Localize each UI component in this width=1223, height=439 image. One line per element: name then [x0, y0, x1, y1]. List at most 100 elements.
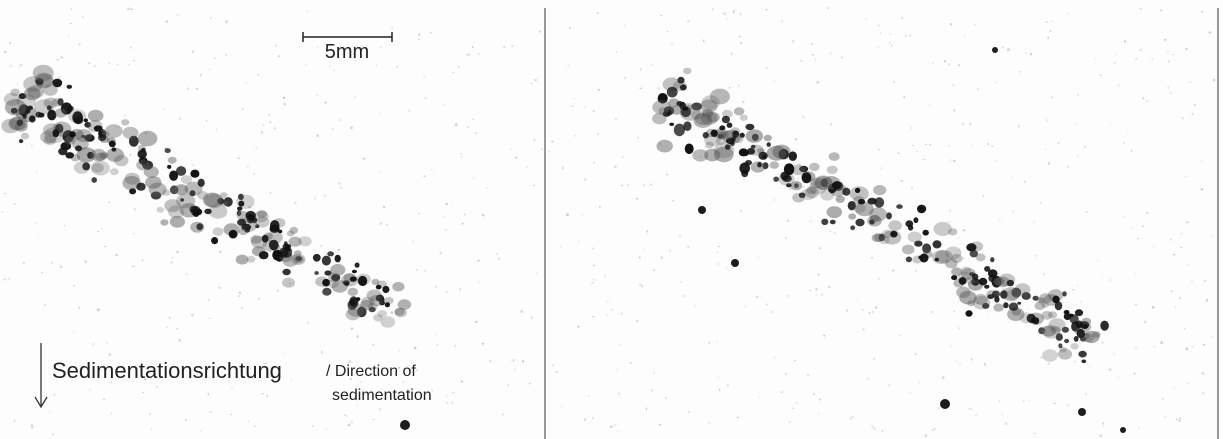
grain	[751, 145, 756, 149]
speckle	[594, 162, 595, 164]
speckle	[683, 295, 685, 296]
speckle	[1068, 12, 1070, 14]
speckle	[561, 406, 563, 408]
speckle	[231, 387, 232, 389]
speckle	[950, 23, 952, 25]
speckle	[716, 252, 718, 253]
speckle	[607, 301, 609, 302]
speckle	[261, 131, 263, 134]
speckle	[106, 342, 108, 344]
speckle	[938, 407, 941, 409]
grain-halo	[52, 98, 63, 107]
speckle	[1103, 425, 1104, 427]
caption-translation: sedimentation	[332, 387, 432, 404]
speckle	[917, 151, 919, 152]
grain	[711, 130, 718, 137]
grain	[767, 142, 771, 147]
speckle	[1131, 150, 1132, 153]
speckle	[103, 399, 105, 400]
speckle	[73, 331, 75, 333]
grain	[703, 132, 709, 138]
speckle	[467, 127, 470, 128]
speckle	[671, 44, 673, 46]
speckle	[52, 433, 54, 435]
grain	[193, 211, 199, 217]
grain	[782, 175, 792, 182]
grain	[74, 116, 83, 124]
speckle	[869, 312, 871, 315]
speckle	[818, 399, 821, 401]
speckle	[4, 51, 7, 53]
grain-halo	[257, 210, 267, 218]
grain-halo	[164, 199, 181, 212]
speckle	[511, 45, 513, 47]
grain	[890, 231, 897, 238]
grain-halo	[683, 68, 692, 75]
speckle	[333, 69, 335, 71]
grain-halo	[853, 204, 865, 213]
grain-halo	[330, 264, 345, 276]
speckle	[615, 118, 618, 121]
speckle	[1110, 124, 1111, 125]
grain	[322, 288, 331, 296]
grain	[1058, 343, 1062, 348]
speckle	[789, 421, 791, 423]
speckle	[1170, 239, 1172, 241]
speckle	[801, 60, 803, 62]
speckle	[743, 179, 744, 180]
speckle	[533, 139, 535, 142]
grain	[277, 251, 283, 256]
speckle	[787, 220, 789, 222]
speckle	[738, 84, 740, 87]
speckle	[573, 98, 575, 99]
speckle	[639, 284, 641, 286]
grain-halo	[294, 256, 304, 264]
grain	[1083, 324, 1087, 329]
grain-halo	[740, 115, 748, 121]
grain-halo	[809, 163, 820, 171]
grain	[842, 188, 850, 196]
speckle	[482, 214, 484, 217]
speckle	[408, 110, 410, 111]
speckle	[312, 426, 314, 427]
speckle	[726, 267, 728, 269]
speckle	[627, 184, 629, 186]
speckle	[795, 138, 797, 141]
speckle	[756, 296, 758, 299]
grain	[382, 286, 389, 293]
grain-halo	[1092, 331, 1100, 338]
grain-halo	[848, 213, 856, 219]
speckle	[833, 232, 835, 233]
grain	[204, 209, 211, 215]
speckle	[178, 339, 181, 342]
speckle	[624, 25, 625, 28]
speckle	[269, 121, 272, 123]
grain	[685, 144, 694, 155]
grain	[327, 251, 334, 256]
grain-halo	[33, 65, 54, 81]
grain	[730, 141, 735, 146]
speckle	[828, 286, 830, 288]
speckle	[971, 358, 973, 360]
speckle	[458, 66, 460, 67]
speckle	[1079, 301, 1081, 304]
speckle	[1127, 130, 1129, 131]
grain	[992, 47, 998, 53]
speckle	[999, 400, 1001, 401]
speckle	[539, 31, 542, 33]
speckle	[1114, 353, 1116, 354]
grain	[52, 79, 62, 88]
speckle	[529, 383, 532, 385]
grain	[667, 87, 678, 98]
speckle	[1153, 245, 1154, 247]
speckle	[461, 380, 463, 383]
speckle	[1048, 363, 1050, 365]
speckle	[560, 246, 562, 248]
speckle	[274, 127, 276, 129]
speckle	[31, 144, 33, 147]
speckle	[650, 184, 652, 186]
grain	[36, 112, 42, 118]
speckle	[687, 20, 689, 22]
grain	[802, 172, 812, 183]
speckle	[192, 50, 193, 53]
